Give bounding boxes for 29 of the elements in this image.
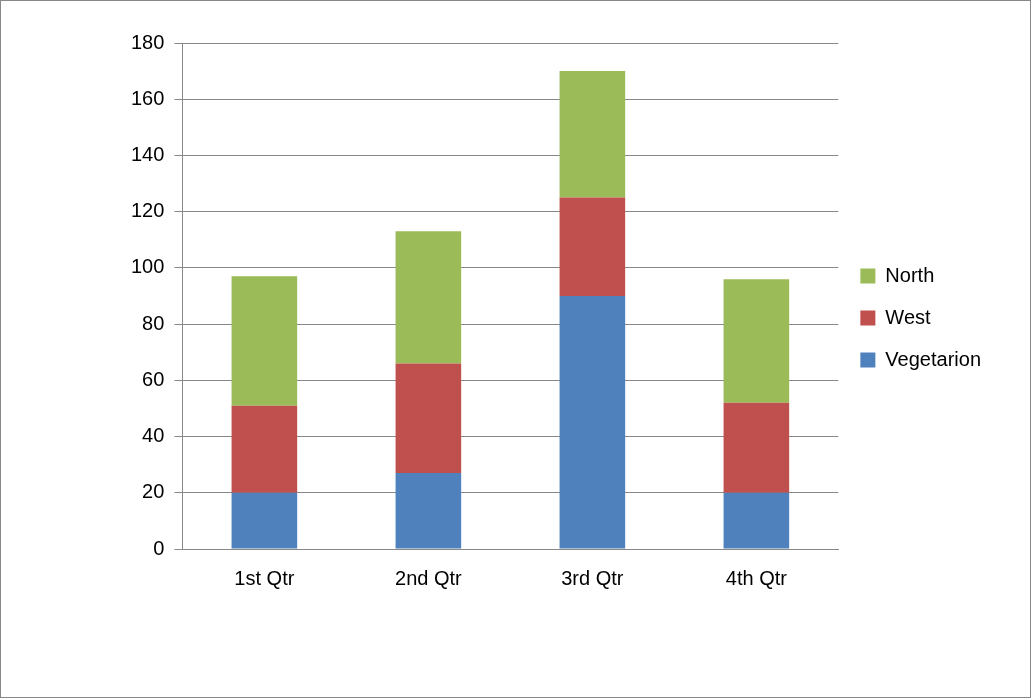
bar [231, 405, 298, 493]
bar [723, 402, 790, 493]
y-tick-label: 100 [130, 255, 165, 278]
y-tick-label: 80 [142, 311, 165, 334]
y-tick-label: 0 [153, 536, 165, 559]
y-tick-label: 160 [130, 86, 165, 109]
x-tick-label: 2nd Qtr [395, 566, 463, 589]
x-tick-label: 1st Qtr [234, 566, 295, 589]
x-tick-label: 3rd Qtr [561, 566, 624, 589]
bar [723, 279, 790, 403]
bar [395, 231, 462, 364]
legend-label: North [885, 263, 935, 286]
bar [723, 492, 790, 549]
y-tick-label: 20 [142, 480, 165, 503]
legend-label: Vegetarion [885, 347, 982, 370]
bar [231, 276, 298, 406]
y-tick-label: 140 [130, 142, 165, 165]
bar [395, 363, 462, 474]
y-tick-label: 40 [142, 424, 165, 447]
legend-label: West [885, 305, 931, 328]
bar [395, 473, 462, 549]
y-tick-label: 180 [130, 30, 165, 53]
bar [559, 296, 626, 549]
bar [559, 197, 626, 296]
bar [559, 71, 626, 198]
y-tick-label: 120 [130, 199, 165, 222]
bar [231, 492, 298, 549]
x-tick-label: 4th Qtr [725, 566, 788, 589]
y-tick-label: 60 [142, 367, 165, 390]
